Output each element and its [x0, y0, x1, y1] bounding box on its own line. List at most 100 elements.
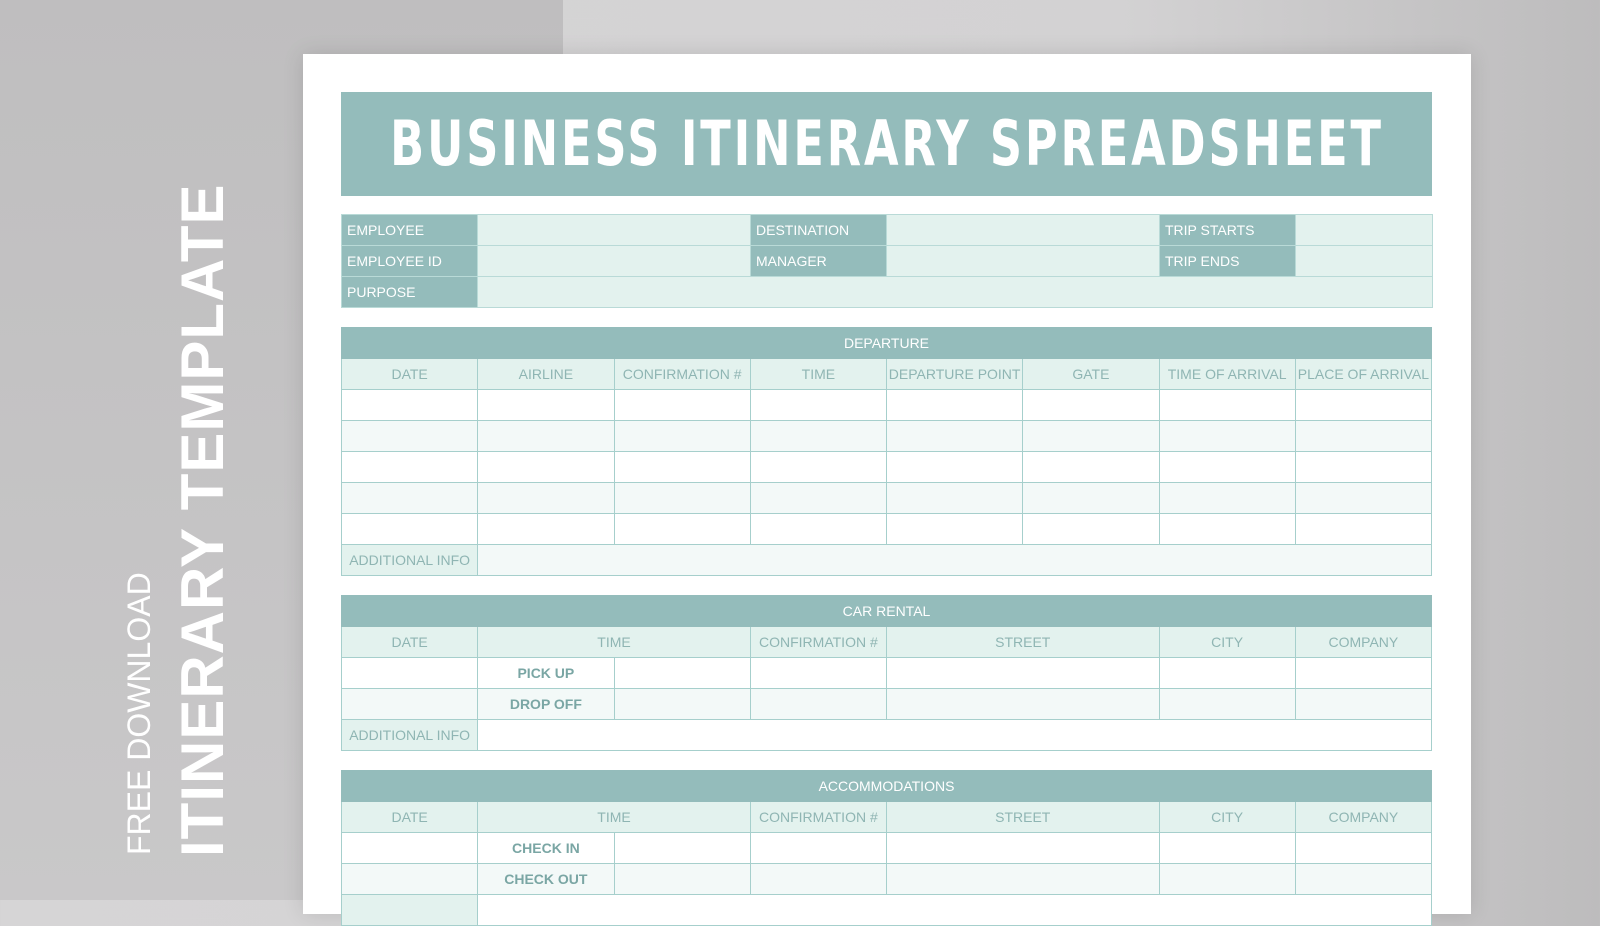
cell[interactable]: [1158, 420, 1296, 452]
cell[interactable]: [1294, 832, 1433, 864]
employee-id-field[interactable]: [477, 245, 751, 277]
cell[interactable]: [1158, 451, 1296, 483]
col-date: DATE: [340, 801, 479, 833]
cell[interactable]: [749, 482, 888, 514]
cell[interactable]: [340, 513, 479, 545]
car-rental-table: CAR RENTAL DATE TIME CONFIRMATION # STRE…: [340, 595, 1433, 751]
cell[interactable]: [1022, 513, 1160, 545]
trip-starts-field[interactable]: [1295, 214, 1433, 246]
col-city: CITY: [1158, 801, 1296, 833]
cell[interactable]: [340, 657, 479, 689]
cell[interactable]: [1022, 389, 1160, 421]
col-departure-point: DEPARTURE POINT: [885, 358, 1024, 390]
cell[interactable]: [1294, 389, 1433, 421]
col-confirmation: CONFIRMATION #: [749, 801, 888, 833]
cell[interactable]: [1294, 657, 1433, 689]
cell[interactable]: [1022, 482, 1160, 514]
info-table: EMPLOYEE DESTINATION TRIP STARTS EMPLOYEE …: [341, 214, 1433, 308]
cell[interactable]: [613, 482, 751, 514]
page-title: BUSINESS ITINERARY SPREADSHEET: [389, 107, 1384, 180]
cell[interactable]: [1294, 420, 1433, 452]
cell[interactable]: [886, 657, 1160, 689]
cell[interactable]: [1158, 389, 1296, 421]
cell[interactable]: [1158, 482, 1296, 514]
table-row: [340, 420, 1433, 452]
col-place-of-arrival: PLACE OF ARRIVAL: [1294, 358, 1433, 390]
cell[interactable]: [477, 420, 615, 452]
cell[interactable]: [340, 389, 479, 421]
table-row: [340, 451, 1433, 483]
cell[interactable]: [477, 451, 615, 483]
cell[interactable]: [749, 451, 888, 483]
col-time: TIME: [477, 626, 751, 658]
trip-ends-field[interactable]: [1295, 245, 1433, 277]
col-airline: AIRLINE: [477, 358, 615, 390]
car-additional-info-label: ADDITIONAL INFO: [340, 719, 479, 751]
cell[interactable]: [340, 894, 479, 926]
cell[interactable]: [1294, 688, 1433, 720]
cell[interactable]: [749, 832, 888, 864]
table-row: [340, 482, 1433, 514]
cell[interactable]: [749, 657, 888, 689]
cell[interactable]: [749, 420, 888, 452]
cell[interactable]: [1294, 513, 1433, 545]
cell[interactable]: [1022, 420, 1160, 452]
cell[interactable]: [886, 832, 1160, 864]
cell[interactable]: [749, 513, 888, 545]
cell[interactable]: [1158, 688, 1296, 720]
cell[interactable]: [1294, 482, 1433, 514]
employee-field[interactable]: [477, 214, 751, 246]
cell[interactable]: [885, 451, 1024, 483]
cell[interactable]: [885, 513, 1024, 545]
car-additional-info-field[interactable]: [477, 719, 1432, 751]
cell[interactable]: [477, 513, 615, 545]
cell[interactable]: [1158, 513, 1296, 545]
cell[interactable]: [340, 451, 479, 483]
cell[interactable]: [613, 513, 751, 545]
destination-field[interactable]: [886, 214, 1160, 246]
cell[interactable]: [886, 688, 1160, 720]
title-banner: BUSINESS ITINERARY SPREADSHEET: [341, 92, 1432, 196]
drop-off-label: DROP OFF: [477, 688, 615, 720]
cell[interactable]: [340, 832, 479, 864]
cell[interactable]: [477, 389, 615, 421]
cell[interactable]: [885, 420, 1024, 452]
purpose-field[interactable]: [477, 276, 1433, 308]
col-street: STREET: [886, 626, 1160, 658]
cell[interactable]: [477, 482, 615, 514]
accommodations-header: ACCOMMODATIONS: [341, 770, 1432, 802]
col-confirmation: CONFIRMATION #: [613, 358, 751, 390]
cell[interactable]: [749, 389, 888, 421]
cell[interactable]: [886, 863, 1160, 895]
cell[interactable]: [613, 451, 751, 483]
cell[interactable]: [340, 863, 479, 895]
cell[interactable]: [613, 688, 751, 720]
cell[interactable]: [613, 863, 751, 895]
cell[interactable]: [1158, 657, 1296, 689]
cell[interactable]: [477, 894, 1432, 926]
cell[interactable]: [749, 863, 888, 895]
accommodations-table: ACCOMMODATIONS DATE TIME CONFIRMATION # …: [340, 770, 1433, 926]
cell[interactable]: [1158, 832, 1296, 864]
cell[interactable]: [1294, 863, 1433, 895]
cell[interactable]: [613, 832, 751, 864]
cell[interactable]: [1022, 451, 1160, 483]
cell[interactable]: [340, 688, 479, 720]
cell[interactable]: [749, 688, 888, 720]
cell[interactable]: [613, 420, 751, 452]
cell[interactable]: [1158, 863, 1296, 895]
cell[interactable]: [340, 482, 479, 514]
col-time: TIME: [477, 801, 751, 833]
col-company: COMPANY: [1294, 801, 1433, 833]
cell[interactable]: [613, 389, 751, 421]
manager-field[interactable]: [886, 245, 1160, 277]
cell[interactable]: [885, 389, 1024, 421]
col-city: CITY: [1158, 626, 1296, 658]
table-row: [340, 513, 1433, 545]
cell[interactable]: [1294, 451, 1433, 483]
free-download-text: FREE DOWNLOAD: [121, 572, 157, 855]
departure-additional-info-field[interactable]: [477, 544, 1432, 576]
cell[interactable]: [885, 482, 1024, 514]
cell[interactable]: [613, 657, 751, 689]
cell[interactable]: [340, 420, 479, 452]
